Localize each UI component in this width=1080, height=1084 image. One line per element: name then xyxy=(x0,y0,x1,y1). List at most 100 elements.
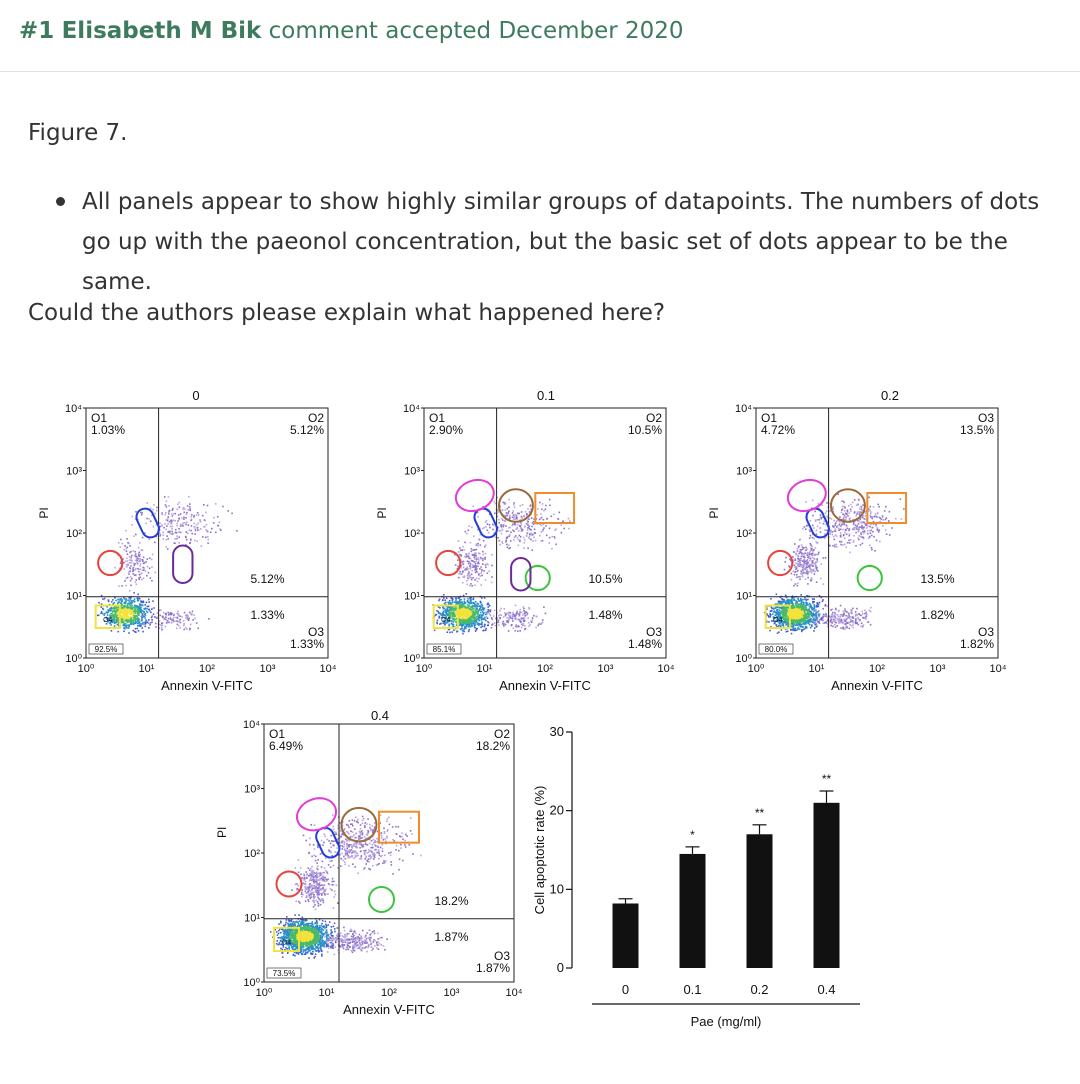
scatter-point xyxy=(144,625,147,628)
scatter-point xyxy=(862,612,864,615)
scatter-point xyxy=(170,612,172,614)
scatter-point xyxy=(772,608,775,610)
scatter-point xyxy=(553,513,555,516)
scatter-point xyxy=(469,606,472,609)
scatter-point xyxy=(771,607,773,610)
scatter-point xyxy=(470,596,472,599)
scatter-point xyxy=(139,563,142,565)
scatter-point xyxy=(800,625,803,627)
scatter-point xyxy=(103,620,106,622)
scatter-point xyxy=(171,519,173,522)
scatter-point xyxy=(177,610,179,613)
scatter-point xyxy=(194,528,196,530)
comment-number[interactable]: #1 xyxy=(19,18,55,44)
scatter-point xyxy=(107,620,110,622)
scatter-point xyxy=(463,627,466,630)
scatter-point xyxy=(113,607,116,610)
scatter-point xyxy=(485,526,487,528)
scatter-point xyxy=(877,503,879,506)
scatter-point xyxy=(468,628,470,631)
comment-author[interactable]: Elisabeth M Bik xyxy=(61,18,262,44)
scatter-point xyxy=(134,619,137,622)
scatter-point xyxy=(480,606,482,608)
scatter-point xyxy=(473,556,476,558)
scatter-point xyxy=(494,624,497,627)
scatter-point xyxy=(491,564,493,567)
scatter-point xyxy=(842,518,845,520)
scatter-point xyxy=(807,572,809,575)
x-tick-label: 10¹ xyxy=(139,663,155,675)
scatter-point xyxy=(856,524,858,527)
scatter-point xyxy=(166,525,168,527)
scatter-point xyxy=(475,570,478,573)
scatter-point xyxy=(465,593,468,595)
scatter-point xyxy=(786,613,789,615)
scatter-point xyxy=(119,599,121,601)
scatter-point xyxy=(172,619,174,621)
scatter-point xyxy=(770,598,772,600)
scatter-point xyxy=(167,538,169,540)
scatter-point xyxy=(520,524,522,527)
scatter-point xyxy=(781,598,783,601)
scatter-point xyxy=(508,612,510,615)
y-tick-label: 10³ xyxy=(66,466,82,478)
scatter-point xyxy=(780,629,783,631)
scatter-point xyxy=(815,553,818,556)
scatter-point xyxy=(508,614,510,617)
scatter-point xyxy=(452,621,454,623)
scatter-point xyxy=(444,601,447,604)
scatter-point xyxy=(508,535,510,538)
scatter-point xyxy=(123,624,125,626)
scatter-point xyxy=(471,576,474,579)
scatter-point xyxy=(840,621,842,624)
scatter-point xyxy=(838,523,841,526)
scatter-point xyxy=(511,617,514,620)
scatter-point xyxy=(451,623,454,626)
scatter-point xyxy=(815,533,818,536)
scatter-point xyxy=(839,615,841,618)
scatter-point xyxy=(462,618,465,621)
scatter-point xyxy=(866,621,869,623)
scatter-point xyxy=(453,619,456,622)
scatter-point xyxy=(814,613,817,615)
scatter-point xyxy=(448,617,451,620)
scatter-point xyxy=(521,517,524,519)
scatter-dots xyxy=(764,493,907,635)
scatter-point xyxy=(149,520,152,522)
scatter-point xyxy=(869,623,872,626)
scatter-point xyxy=(785,619,787,622)
scatter-point xyxy=(557,518,560,520)
scatter-point xyxy=(488,612,490,615)
scatter-point xyxy=(819,527,822,529)
scatter-point xyxy=(797,564,799,567)
scatter-point xyxy=(857,616,859,619)
scatter-point xyxy=(462,602,464,605)
scatter-point xyxy=(810,563,812,566)
scatter-point xyxy=(480,622,483,625)
scatter-point xyxy=(182,522,184,524)
scatter-point xyxy=(127,612,130,614)
scatter-point xyxy=(796,550,799,552)
scatter-point xyxy=(813,557,815,560)
scatter-point xyxy=(527,522,529,524)
scatter-point xyxy=(783,611,786,614)
scatter-point xyxy=(875,539,878,542)
scatter-point xyxy=(802,621,805,623)
scatter-point xyxy=(836,614,839,616)
scatter-point xyxy=(837,527,840,530)
scatter-point xyxy=(144,608,146,610)
scatter-point xyxy=(805,614,807,617)
scatter-point xyxy=(772,611,775,613)
scatter-point xyxy=(468,625,471,627)
scatter-point xyxy=(133,535,135,537)
scatter-point xyxy=(815,616,817,619)
scatter-point xyxy=(132,600,135,602)
scatter-point xyxy=(518,530,520,532)
scatter-point xyxy=(525,611,528,613)
scatter-point xyxy=(864,618,867,620)
scatter-point xyxy=(833,618,836,621)
scatter-point xyxy=(846,622,848,624)
scatter-point xyxy=(808,609,810,612)
scatter-point xyxy=(852,617,854,619)
scatter-point xyxy=(141,512,144,514)
